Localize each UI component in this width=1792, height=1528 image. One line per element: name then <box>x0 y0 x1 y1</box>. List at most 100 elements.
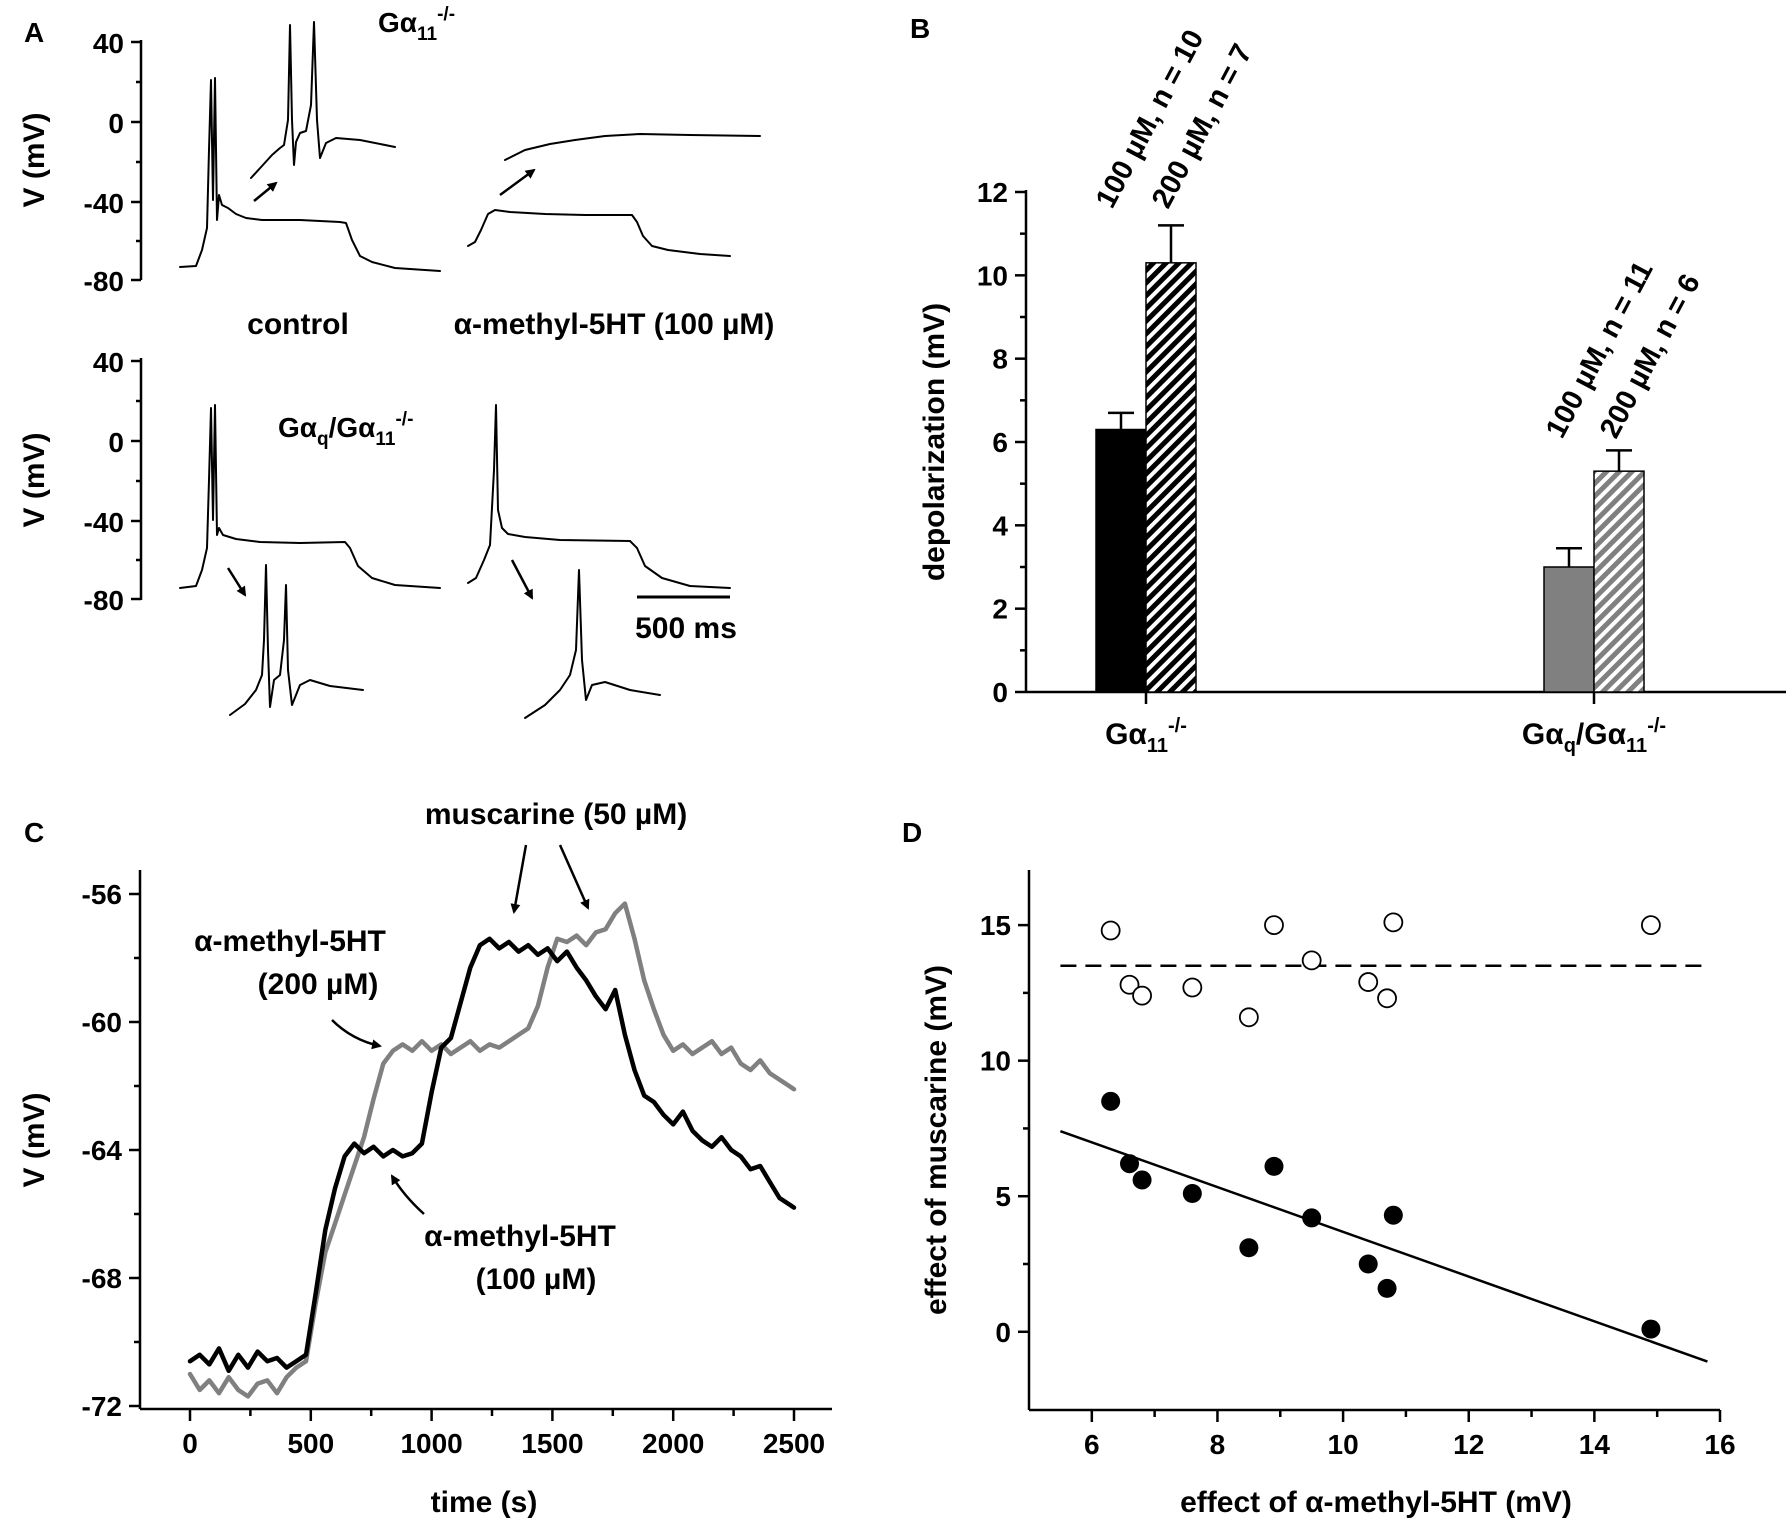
panel-d-filled-point <box>1377 1278 1397 1298</box>
panel-c-xtick-label: 1500 <box>521 1428 583 1459</box>
panel-b-bar <box>1543 566 1595 693</box>
panel-d-fit-line <box>1059 1129 1708 1363</box>
panel-d-filled-point <box>1383 1205 1403 1225</box>
panel-a-control-trace <box>179 77 441 272</box>
panel-d-filled-point <box>1641 1319 1661 1339</box>
panel-a-bottom-ytick-0: 0 <box>108 427 124 458</box>
panel-c-ytick-label: -72 <box>82 1391 122 1422</box>
panel-d-open-point <box>1119 974 1140 995</box>
panel-d-open-point <box>1383 912 1404 933</box>
panel-a-top-y-ticks <box>131 40 141 282</box>
panel-a-bottom-control-arrow <box>226 567 247 597</box>
panel-c-ytick-label: -68 <box>82 1263 122 1294</box>
panel-c-label: C <box>24 817 44 848</box>
panel-d-filled-point <box>1264 1156 1284 1176</box>
panel-d-open-point <box>1377 988 1397 1009</box>
panel-c-drug100-label-1: α-methyl-5HT <box>424 1220 616 1253</box>
panel-b-ytick-label: 10 <box>977 260 1008 291</box>
panel-a-top-ytick-0: 0 <box>108 108 124 139</box>
panel-d-ytick-label: 10 <box>980 1046 1011 1077</box>
panel-b-label: B <box>910 13 930 44</box>
panel-b-bar <box>1145 262 1197 693</box>
panel-c-ytick-label: -64 <box>82 1135 123 1166</box>
panel-b-bar <box>1593 470 1645 693</box>
panel-a-top-genotype: Gα11-/- <box>378 4 455 45</box>
panel-a-label: A <box>24 17 44 48</box>
panel-d-filled-point <box>1302 1208 1322 1228</box>
panel-b-ytick-label: 4 <box>992 510 1008 541</box>
panel-c-xtick-label: 2500 <box>763 1428 825 1459</box>
panel-a-bottom-control-trace <box>179 404 441 589</box>
panel-c-muscarine-arrow-1 <box>510 844 528 914</box>
panel-b-ylabel: depolarization (mV) <box>918 303 951 581</box>
panel-a: A 40 0 -40 -80 V (mV) Gα11-/- control α-… <box>18 4 775 719</box>
panel-a-bottom-drug-trace <box>467 404 731 589</box>
panel-a-top-ytick-40: 40 <box>93 28 124 59</box>
panel-c-xtick-label: 1000 <box>400 1428 462 1459</box>
panel-a-bottom-ylabel: V (mV) <box>18 432 51 527</box>
panel-c-xtick-label: 500 <box>287 1428 334 1459</box>
panel-a-top-ylabel: V (mV) <box>18 112 51 207</box>
panel-d-open-point <box>1264 915 1284 936</box>
panel-a-bottom-drug-inset-trace <box>524 569 661 719</box>
panel-d-xtick-label: 16 <box>1704 1429 1735 1460</box>
panel-a-control-inset-trace <box>250 21 396 179</box>
panel-a-drug-trace <box>467 209 731 257</box>
panel-a-top-ytick-m40: -40 <box>84 188 124 219</box>
panel-d-ylabel: effect of muscarine (mV) <box>920 965 953 1315</box>
panel-d-open-point <box>1641 915 1661 936</box>
panel-c: C -56 -60 -64 -68 -72 0 500 1000 1500 2000 2500 tim… <box>18 798 832 1519</box>
panel-a-drug-label: α-methyl-5HT (100 µM) <box>454 308 775 341</box>
panel-d-open-point <box>1132 985 1152 1006</box>
panel-d-open-point <box>1182 977 1203 998</box>
panel-b-ytick-label: 12 <box>977 177 1008 208</box>
panel-a-drug-inset-trace <box>504 133 761 161</box>
panel-d-xtick-label: 6 <box>1084 1429 1100 1460</box>
panel-c-xtick-label: 2000 <box>642 1428 704 1459</box>
panel-c-black-line <box>187 936 797 1374</box>
panel-d-open-point <box>1358 972 1379 992</box>
panel-a-scalebar-label: 500 ms <box>635 612 737 645</box>
panel-d-filled-point <box>1101 1091 1121 1111</box>
panel-b-ytick-label: 2 <box>992 594 1008 625</box>
panel-c-xlabel: time (s) <box>431 1486 538 1519</box>
panel-b-ytick-label: 0 <box>992 677 1008 708</box>
panel-a-control-label: control <box>247 308 349 341</box>
panel-c-muscarine-label: muscarine (50 µM) <box>425 798 687 831</box>
panel-a-bottom-ytick-m40: -40 <box>84 507 124 538</box>
panel-d-filled-point <box>1132 1170 1152 1190</box>
panel-d-xtick-label: 14 <box>1579 1429 1611 1460</box>
panel-c-muscarine-arrow-2 <box>558 844 590 910</box>
panel-b-ytick-label: 6 <box>992 427 1008 458</box>
panel-c-ytick-label: -60 <box>82 1007 122 1038</box>
panel-d-label: D <box>902 817 922 848</box>
panel-c-ytick-label: -56 <box>82 879 122 910</box>
panel-a-bottom-ytick-m80: -80 <box>84 585 124 616</box>
panel-c-drug200-label-1: α-methyl-5HT <box>194 925 386 958</box>
panel-a-bottom-ytick-40: 40 <box>93 347 124 378</box>
panel-c-drug100-arrow <box>390 1174 425 1215</box>
panel-c-drug200-label-2: (200 µM) <box>258 968 379 1001</box>
panel-b-bar <box>1095 428 1147 693</box>
panel-d-filled-point <box>1239 1238 1259 1258</box>
panel-a-drug-arrow <box>499 168 536 197</box>
panel-d-open-point <box>1100 920 1121 941</box>
panel-c-xtick-label: 0 <box>182 1428 198 1459</box>
panel-c-drug200-arrow <box>331 1019 382 1050</box>
panel-c-ylabel: V (mV) <box>18 1092 51 1187</box>
panel-b-xtick-label-1: Gαq/Gα11-/- <box>1522 715 1666 757</box>
panel-c-gray-line <box>187 901 797 1399</box>
panel-a-bottom-control-inset-trace <box>229 564 364 716</box>
panel-d-ytick-label: 5 <box>995 1181 1011 1212</box>
panel-d-open-point <box>1238 1007 1259 1028</box>
panel-d-xlabel: effect of α-methyl-5HT (mV) <box>1180 1486 1572 1519</box>
panel-d-xtick-label: 12 <box>1453 1429 1484 1460</box>
panel-d-filled-point <box>1120 1154 1140 1174</box>
panel-c-drug100-label-2: (100 µM) <box>476 1263 597 1296</box>
panel-a-bottom-genotype: Gαq/Gα11-/- <box>278 409 413 450</box>
panel-a-bottom-y-ticks <box>131 359 141 601</box>
panel-b: B 0 2 4 6 8 10 12 depolarization (mV) Gα11-/- Gαq… <box>910 13 1786 757</box>
panel-d-ytick-label: 15 <box>980 910 1011 941</box>
panel-d-filled-point <box>1182 1184 1202 1204</box>
